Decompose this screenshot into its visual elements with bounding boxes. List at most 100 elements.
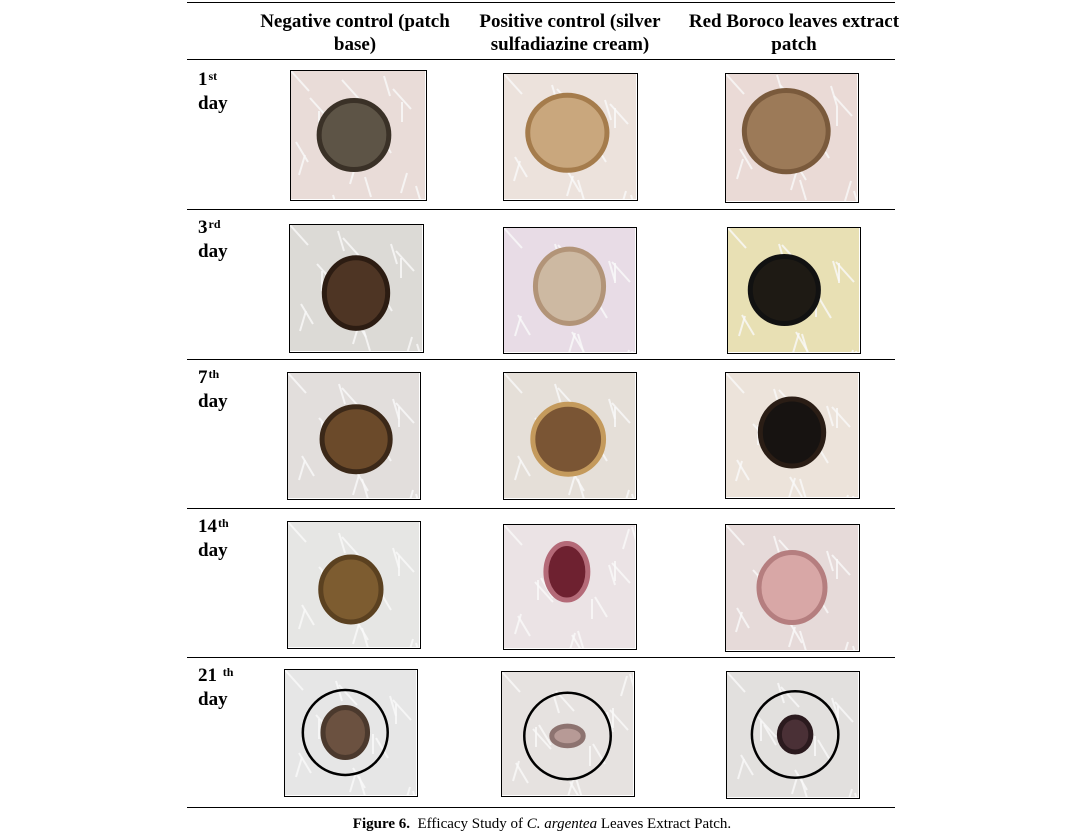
fur xyxy=(826,550,834,572)
day-suffix: rd xyxy=(208,217,221,231)
fur xyxy=(355,470,369,492)
photo-image xyxy=(504,525,635,648)
day-number: 3 xyxy=(198,217,208,238)
fur xyxy=(504,74,523,95)
fur xyxy=(298,459,306,481)
day-suffix: th xyxy=(222,665,234,679)
photo-image xyxy=(288,373,419,498)
fur xyxy=(853,190,857,201)
wound xyxy=(747,254,821,326)
wound xyxy=(318,554,384,625)
wound xyxy=(543,540,591,603)
fur xyxy=(763,724,777,746)
fur xyxy=(789,476,803,497)
fur xyxy=(631,493,635,498)
fur xyxy=(852,645,856,650)
fur xyxy=(728,228,747,249)
wound-photo xyxy=(725,73,859,203)
marker-circle xyxy=(301,688,389,777)
fur xyxy=(844,180,852,201)
fur xyxy=(300,303,314,325)
photo-image xyxy=(502,672,633,795)
fur xyxy=(571,331,585,352)
day-number: 14 xyxy=(198,516,217,537)
fur xyxy=(288,522,307,543)
caption-species: C. argentea xyxy=(526,816,598,832)
fur xyxy=(789,622,803,644)
fur xyxy=(299,310,307,332)
fur xyxy=(512,760,520,782)
wound xyxy=(316,97,392,173)
fur xyxy=(390,243,398,265)
fur xyxy=(726,525,745,546)
wound-photo xyxy=(290,70,427,201)
fur xyxy=(799,478,807,497)
fur xyxy=(735,460,743,482)
fur xyxy=(415,642,419,647)
fur xyxy=(622,528,630,550)
photo-image xyxy=(504,228,635,352)
fur xyxy=(736,607,750,629)
fur xyxy=(736,459,750,481)
fur xyxy=(568,474,576,496)
column-header: Negative control (patch base) xyxy=(260,11,450,55)
fur xyxy=(383,75,391,97)
wound xyxy=(532,246,607,326)
fur xyxy=(301,455,315,477)
fur xyxy=(504,373,523,394)
fur xyxy=(515,762,529,784)
fur xyxy=(338,684,358,706)
fur xyxy=(338,532,346,554)
fur xyxy=(349,771,357,793)
table-rule xyxy=(187,807,895,808)
photo-image xyxy=(726,74,857,201)
fur xyxy=(389,695,397,717)
column-header: Red Boroco leaves extract patch xyxy=(688,11,900,55)
fur xyxy=(740,754,754,776)
wound xyxy=(549,723,586,749)
fur xyxy=(575,777,583,795)
table-rule xyxy=(187,359,895,360)
fur xyxy=(409,638,414,647)
fur xyxy=(395,250,415,272)
fur xyxy=(415,185,421,199)
wound-photo xyxy=(725,524,860,652)
fur xyxy=(794,769,808,791)
fur xyxy=(569,632,576,648)
fur xyxy=(611,402,631,424)
fur xyxy=(288,373,307,394)
fur xyxy=(608,260,616,282)
column-header: Positive control (silver sulfadiazine cr… xyxy=(479,11,661,55)
fur xyxy=(631,526,635,541)
fur xyxy=(517,314,531,336)
wound-photo xyxy=(287,372,421,500)
wound xyxy=(319,404,393,475)
fur xyxy=(298,752,312,774)
fur xyxy=(514,156,528,178)
fur xyxy=(341,536,361,558)
fur xyxy=(833,95,853,117)
fur xyxy=(727,672,746,693)
photo-image xyxy=(288,522,419,647)
fur xyxy=(502,672,521,693)
fur xyxy=(338,383,346,405)
fur xyxy=(534,581,554,603)
fur xyxy=(415,493,419,498)
fur xyxy=(364,176,372,198)
fur xyxy=(799,179,807,201)
wound-photo xyxy=(725,372,860,499)
fur xyxy=(291,71,310,92)
photo-image xyxy=(290,225,422,351)
fur xyxy=(392,88,412,110)
fur xyxy=(395,551,415,573)
day-label: 21 th day xyxy=(198,664,233,712)
fur xyxy=(352,767,366,789)
wound xyxy=(756,550,828,625)
fur xyxy=(625,489,630,498)
wound xyxy=(741,88,831,175)
wound-photo xyxy=(726,671,860,799)
fur xyxy=(780,686,800,708)
fur xyxy=(834,701,854,723)
day-label: 1st day xyxy=(198,68,228,116)
